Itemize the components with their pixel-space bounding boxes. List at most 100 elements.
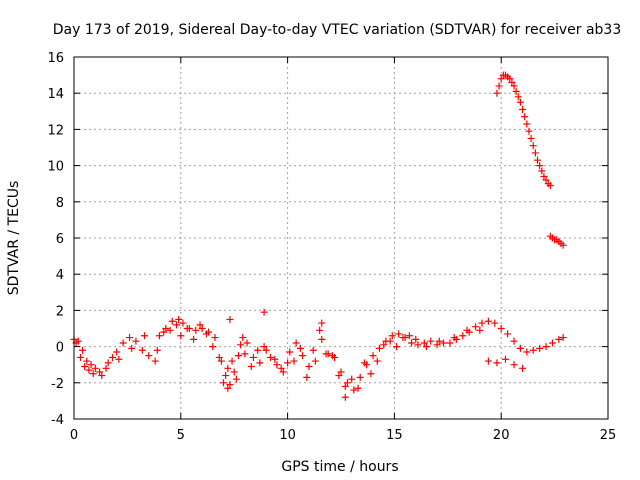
data-point [399,334,407,342]
data-point [388,332,396,340]
data-point [115,355,123,363]
y-tick-label: 16 [47,51,64,66]
data-point [290,357,298,365]
data-point [380,341,388,349]
data-point [343,379,351,387]
data-point [140,332,148,340]
data-point [81,363,89,371]
data-point [328,352,336,360]
data-point [254,346,262,354]
data-point [296,344,304,352]
data-point [354,384,362,392]
data-point [224,364,232,372]
y-tick-label: 2 [56,304,64,319]
data-point [91,364,99,372]
data-point [540,172,548,180]
data-point [322,350,330,358]
data-point [422,343,430,351]
data-point [508,78,516,86]
y-tick-label: 0 [56,341,64,356]
x-axis-label: GPS time / hours [281,459,398,475]
data-point [386,337,394,345]
data-point [514,93,522,101]
data-point [534,156,542,164]
data-point [119,339,127,347]
data-point [145,352,153,360]
data-point [260,308,268,316]
x-tick-label: 0 [70,428,78,443]
data-point [230,368,238,376]
data-point [529,346,537,354]
data-point [478,319,486,327]
data-point [277,364,285,372]
data-point [260,343,268,351]
data-point [256,359,264,367]
data-point [76,353,84,361]
y-tick-label: 4 [56,268,64,283]
data-point [299,352,307,360]
y-axis-label: SDTVAR / TECUs [6,181,22,296]
data-point [542,343,550,351]
data-point [335,372,343,380]
data-point [222,372,230,380]
data-point [523,348,531,356]
data-point [542,176,550,184]
data-point [241,350,249,358]
data-point [337,368,345,376]
data-points [70,71,567,401]
data-point [279,368,287,376]
data-point [531,149,539,157]
x-tick-label: 5 [177,428,185,443]
data-point [501,355,509,363]
data-point [138,346,146,354]
data-point [104,359,112,367]
data-point [309,346,317,354]
data-point [108,353,116,361]
data-point [303,373,311,381]
grid [74,57,608,419]
data-point [243,339,251,347]
data-point [546,182,554,190]
data-point [395,330,403,338]
data-point [341,393,349,401]
data-point [239,334,247,342]
data-point [234,352,242,360]
y-tick-label: 14 [47,87,64,102]
data-point [273,361,281,369]
data-point [420,339,428,347]
x-tick-label: 20 [493,428,510,443]
data-point [446,339,454,347]
data-point [407,339,415,347]
data-point [160,328,168,336]
data-point [516,344,524,352]
data-point [215,353,223,361]
data-point [435,337,443,345]
data-point [237,341,245,349]
data-point [85,366,93,374]
data-point [519,105,527,113]
data-point [168,317,176,325]
data-point [450,334,458,342]
data-point [523,120,531,128]
data-point [360,359,368,367]
data-point [247,363,255,371]
data-point [559,334,567,342]
data-point [202,330,210,338]
data-point [555,335,563,343]
data-point [529,142,537,150]
data-point [83,357,91,365]
data-point [350,386,358,394]
data-point [512,87,520,95]
data-point [292,339,300,347]
data-point [305,363,313,371]
data-point [249,353,257,361]
data-point [224,384,232,392]
data-point [414,341,422,349]
data-point [166,326,174,334]
data-point [220,379,228,387]
data-point [493,89,501,97]
data-point [367,370,375,378]
y-tick-label: 12 [47,123,64,138]
data-point [175,315,183,323]
